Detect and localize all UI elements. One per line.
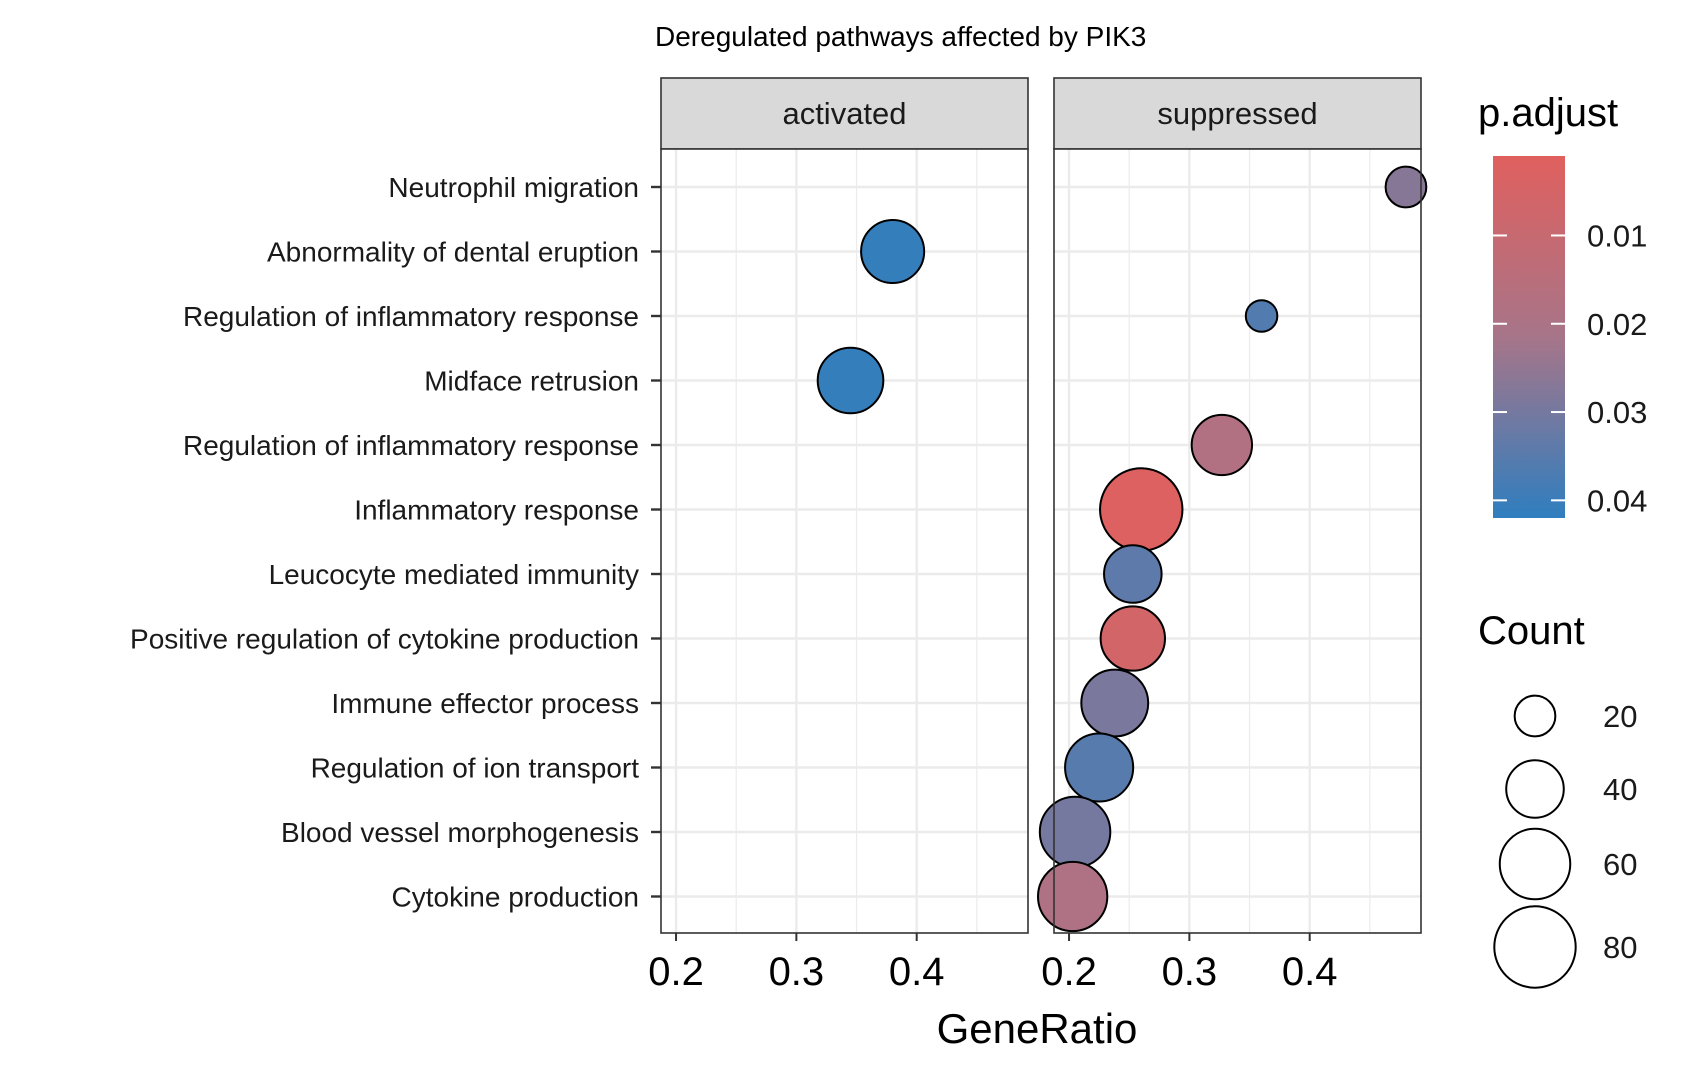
size-legend-circle bbox=[1498, 827, 1572, 901]
data-point bbox=[1190, 413, 1254, 477]
y-category-label: Midface retrusion bbox=[424, 366, 639, 397]
data-point bbox=[1036, 860, 1109, 933]
size-legend-title: Count bbox=[1478, 609, 1585, 653]
data-point bbox=[1080, 668, 1150, 738]
y-category-label: Regulation of inflammatory response bbox=[183, 430, 639, 461]
y-category-label: Leucocyte mediated immunity bbox=[269, 559, 639, 590]
size-legend-circle bbox=[1513, 694, 1557, 738]
facet-strip bbox=[660, 77, 1029, 150]
y-category-label: Immune effector process bbox=[331, 688, 639, 719]
facet-strip bbox=[1053, 77, 1422, 150]
panel-background bbox=[1054, 149, 1421, 933]
size-legend-label: 60 bbox=[1603, 847, 1637, 882]
y-category-label: Regulation of inflammatory response bbox=[183, 301, 639, 332]
data-point bbox=[1099, 605, 1166, 672]
data-point bbox=[860, 218, 926, 285]
panel-border bbox=[660, 148, 1029, 934]
panel-background bbox=[661, 149, 1028, 933]
color-legend-label: 0.03 bbox=[1587, 395, 1647, 430]
panel-border bbox=[1053, 148, 1422, 934]
facet-strip-label: suppressed bbox=[1157, 96, 1317, 131]
data-point bbox=[816, 346, 885, 415]
color-legend-label: 0.01 bbox=[1587, 218, 1647, 253]
size-legend-circle bbox=[1505, 759, 1565, 819]
color-legend-bar bbox=[1493, 156, 1565, 518]
y-category-label: Positive regulation of cytokine producti… bbox=[130, 624, 639, 655]
data-point bbox=[1099, 467, 1184, 552]
data-point bbox=[1103, 544, 1163, 604]
x-tick-label: 0.4 bbox=[1282, 950, 1338, 994]
panel-suppressed: suppressed 0.2 0.3 0.4 bbox=[1036, 77, 1428, 994]
y-category-label: Regulation of ion transport bbox=[311, 753, 640, 784]
x-tick-label: 0.3 bbox=[1162, 950, 1218, 994]
size-legend-label: 20 bbox=[1603, 699, 1637, 734]
size-legend-circle bbox=[1493, 905, 1577, 989]
color-legend-title: p.adjust bbox=[1478, 91, 1618, 135]
color-legend-label: 0.02 bbox=[1587, 307, 1647, 342]
panel-activated: activated 0.2 0.3 0.4 bbox=[648, 77, 1029, 994]
color-legend-label: 0.04 bbox=[1587, 483, 1647, 518]
x-tick-label: 0.2 bbox=[1041, 950, 1097, 994]
data-point bbox=[1038, 795, 1112, 869]
x-tick-label: 0.4 bbox=[889, 950, 945, 994]
y-category-label: Abnormality of dental eruption bbox=[267, 237, 639, 268]
data-point bbox=[1384, 165, 1428, 209]
data-point bbox=[1064, 732, 1135, 803]
size-legend-label: 80 bbox=[1603, 930, 1637, 965]
chart-title: Deregulated pathways affected by PIK3 bbox=[655, 21, 1146, 52]
x-axis-title: GeneRatio bbox=[937, 1005, 1138, 1052]
y-category-label: Inflammatory response bbox=[354, 495, 639, 526]
data-point bbox=[1244, 299, 1279, 333]
y-category-label: Neutrophil migration bbox=[388, 172, 639, 203]
x-tick-label: 0.3 bbox=[769, 950, 825, 994]
y-category-label: Blood vessel morphogenesis bbox=[281, 817, 639, 848]
facet-strip-label: activated bbox=[782, 96, 906, 131]
x-tick-label: 0.2 bbox=[648, 950, 704, 994]
y-category-label: Cytokine production bbox=[392, 882, 639, 913]
size-legend-label: 40 bbox=[1603, 772, 1637, 807]
